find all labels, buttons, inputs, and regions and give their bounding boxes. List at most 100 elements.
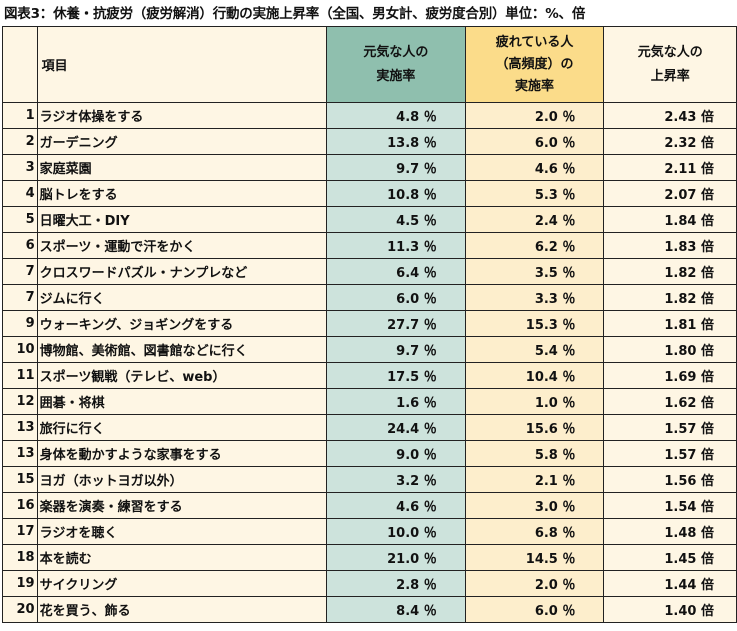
genki-rate-cell: 6.4 ％: [326, 258, 466, 285]
rank-cell: 7: [2, 258, 38, 285]
tired-rate-cell: 6.8 ％: [464, 518, 605, 545]
table-row: 13 旅行に行く 24.4 ％ 15.6 ％ 1.57 倍: [2, 414, 737, 441]
header-tired-line3: 実施率: [515, 78, 555, 94]
header-genki-rate: 元気な人の 実施率: [326, 26, 466, 103]
genki-rate-cell: 8.4 ％: [326, 596, 466, 623]
genki-rate-cell: 4.5 ％: [326, 206, 466, 233]
rise-ratio-cell: 1.48 倍: [603, 518, 737, 545]
rank-cell: 3: [2, 154, 38, 181]
table-row: 13 身体を動かすような家事をする 9.0 ％ 5.8 ％ 1.57 倍: [2, 440, 737, 467]
tired-rate-cell: 3.0 ％: [464, 492, 605, 519]
header-rank: [2, 26, 38, 103]
table-row: 3 家庭菜園 9.7 ％ 4.6 ％ 2.11 倍: [2, 154, 737, 181]
item-cell: ジムに行く: [36, 284, 328, 311]
rise-ratio-cell: 1.81 倍: [603, 310, 737, 337]
tired-rate-cell: 15.6 ％: [464, 414, 605, 441]
table-row: 12 囲碁・将棋 1.6 ％ 1.0 ％ 1.62 倍: [2, 388, 737, 415]
table-row: 5 日曜大工・DIY 4.5 ％ 2.4 ％ 1.84 倍: [2, 206, 737, 233]
item-cell: 楽器を演奏・練習をする: [36, 492, 328, 519]
header-tired-line1: 疲れている人: [495, 34, 574, 50]
tired-rate-cell: 14.5 ％: [464, 544, 605, 571]
table-body: 1 ラジオ体操をする 4.8 ％ 2.0 ％ 2.43 倍 2 ガーデニング 13.8 ％ 6.…: [2, 102, 737, 623]
rank-cell: 7: [2, 284, 38, 311]
rise-ratio-cell: 1.62 倍: [603, 388, 737, 415]
rise-ratio-cell: 1.45 倍: [603, 544, 737, 571]
tired-rate-cell: 10.4 ％: [464, 362, 605, 389]
tired-rate-cell: 6.0 ％: [464, 128, 605, 155]
item-cell: 日曜大工・DIY: [36, 206, 328, 233]
rank-cell: 15: [2, 466, 38, 493]
rise-ratio-cell: 2.32 倍: [603, 128, 737, 155]
rank-cell: 20: [2, 596, 38, 623]
table-row: 4 脳トレをする 10.8 ％ 5.3 ％ 2.07 倍: [2, 180, 737, 207]
item-cell: スポーツ・運動で汗をかく: [36, 232, 328, 259]
table-row: 11 スポーツ観戦（テレビ、web） 17.5 ％ 10.4 ％ 1.69 倍: [2, 362, 737, 389]
tired-rate-cell: 3.3 ％: [464, 284, 605, 311]
header-tired-rate: 疲れている人 （高頻度）の 実施率: [464, 26, 605, 103]
table-row: 16 楽器を演奏・練習をする 4.6 ％ 3.0 ％ 1.54 倍: [2, 492, 737, 519]
genki-rate-cell: 24.4 ％: [326, 414, 466, 441]
table-row: 15 ヨガ（ホットヨガ以外） 3.2 ％ 2.1 ％ 1.56 倍: [2, 466, 737, 493]
table-row: 20 花を買う、飾る 8.4 ％ 6.0 ％ 1.40 倍: [2, 596, 737, 623]
rise-ratio-cell: 1.69 倍: [603, 362, 737, 389]
item-cell: 本を読む: [36, 544, 328, 571]
rise-ratio-cell: 1.82 倍: [603, 284, 737, 311]
rank-cell: 1: [2, 102, 38, 129]
tired-rate-cell: 5.4 ％: [464, 336, 605, 363]
tired-rate-cell: 15.3 ％: [464, 310, 605, 337]
item-cell: クロスワードパズル・ナンプレなど: [36, 258, 328, 285]
tired-rate-cell: 4.6 ％: [464, 154, 605, 181]
tired-rate-cell: 2.0 ％: [464, 102, 605, 129]
item-cell: 家庭菜園: [36, 154, 328, 181]
rise-ratio-cell: 1.54 倍: [603, 492, 737, 519]
rank-cell: 5: [2, 206, 38, 233]
header-item: 項目: [36, 26, 328, 103]
tired-rate-cell: 2.1 ％: [464, 466, 605, 493]
item-cell: 博物館、美術館、図書館などに行く: [36, 336, 328, 363]
item-cell: 身体を動かすような家事をする: [36, 440, 328, 467]
item-cell: ラジオを聴く: [36, 518, 328, 545]
genki-rate-cell: 2.8 ％: [326, 570, 466, 597]
table-row: 18 本を読む 21.0 ％ 14.5 ％ 1.45 倍: [2, 544, 737, 571]
genki-rate-cell: 1.6 ％: [326, 388, 466, 415]
rank-cell: 4: [2, 180, 38, 207]
tired-rate-cell: 3.5 ％: [464, 258, 605, 285]
genki-rate-cell: 10.0 ％: [326, 518, 466, 545]
header-row: 項目 元気な人の 実施率 疲れている人 （高頻度）の 実施率 元気な人の 上昇率: [2, 26, 737, 103]
table-title: 図表3：休養・抗疲労（疲労解消）行動の実施上昇率（全国、男女計、疲労度合別）単位…: [4, 6, 586, 22]
header-tired-line2: （高頻度）の: [495, 56, 574, 72]
rise-ratio-cell: 1.44 倍: [603, 570, 737, 597]
rise-ratio-cell: 1.80 倍: [603, 336, 737, 363]
table-row: 7 ジムに行く 6.0 ％ 3.3 ％ 1.82 倍: [2, 284, 737, 311]
genki-rate-cell: 6.0 ％: [326, 284, 466, 311]
table-row: 10 博物館、美術館、図書館などに行く 9.7 ％ 5.4 ％ 1.80 倍: [2, 336, 737, 363]
rise-ratio-cell: 2.07 倍: [603, 180, 737, 207]
table-row: 7 クロスワードパズル・ナンプレなど 6.4 ％ 3.5 ％ 1.82 倍: [2, 258, 737, 285]
rank-cell: 12: [2, 388, 38, 415]
rank-cell: 6: [2, 232, 38, 259]
genki-rate-cell: 11.3 ％: [326, 232, 466, 259]
tired-rate-cell: 2.4 ％: [464, 206, 605, 233]
tired-rate-cell: 6.2 ％: [464, 232, 605, 259]
rank-cell: 11: [2, 362, 38, 389]
item-cell: 囲碁・将棋: [36, 388, 328, 415]
genki-rate-cell: 21.0 ％: [326, 544, 466, 571]
tired-rate-cell: 2.0 ％: [464, 570, 605, 597]
rise-ratio-cell: 1.82 倍: [603, 258, 737, 285]
genki-rate-cell: 17.5 ％: [326, 362, 466, 389]
genki-rate-cell: 3.2 ％: [326, 466, 466, 493]
rank-cell: 2: [2, 128, 38, 155]
genki-rate-cell: 9.7 ％: [326, 154, 466, 181]
genki-rate-cell: 10.8 ％: [326, 180, 466, 207]
rise-ratio-cell: 1.83 倍: [603, 232, 737, 259]
tired-rate-cell: 1.0 ％: [464, 388, 605, 415]
table-row: 1 ラジオ体操をする 4.8 ％ 2.0 ％ 2.43 倍: [2, 102, 737, 129]
item-cell: ラジオ体操をする: [36, 102, 328, 129]
item-cell: ヨガ（ホットヨガ以外）: [36, 466, 328, 493]
genki-rate-cell: 9.7 ％: [326, 336, 466, 363]
rise-ratio-cell: 1.57 倍: [603, 440, 737, 467]
rank-cell: 13: [2, 440, 38, 467]
table-row: 19 サイクリング 2.8 ％ 2.0 ％ 1.44 倍: [2, 570, 737, 597]
rank-cell: 18: [2, 544, 38, 571]
table-row: 2 ガーデニング 13.8 ％ 6.0 ％ 2.32 倍: [2, 128, 737, 155]
